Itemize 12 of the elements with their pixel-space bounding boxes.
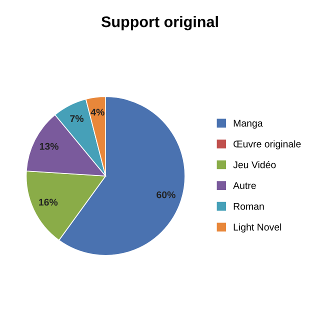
legend-label: Œuvre originale: [234, 140, 301, 150]
data-label: 4%: [90, 108, 104, 116]
legend-label: Manga: [234, 120, 263, 129]
data-label: 7%: [70, 115, 84, 122]
legend-label: Light Novel: [234, 223, 282, 233]
legend-label: Jeu Vidéo: [233, 160, 276, 168]
data-label: 16%: [39, 198, 58, 206]
chart-title: Support original: [101, 16, 218, 30]
data-label: 60%: [156, 191, 176, 198]
legend-label: Autre: [233, 182, 256, 190]
data-label: 13%: [40, 142, 59, 150]
legend-label: Roman: [234, 203, 264, 210]
